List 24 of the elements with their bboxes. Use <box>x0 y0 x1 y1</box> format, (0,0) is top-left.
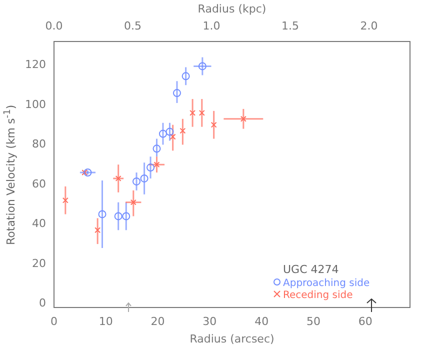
x2-axis-title: Radius (kpc) <box>198 2 266 16</box>
x-tick-label: 20 <box>150 315 165 328</box>
x-tick-label: 50 <box>306 315 320 328</box>
x2-tick-label: 1.5 <box>282 20 300 33</box>
y-tick-label: 40 <box>32 217 46 230</box>
x2-tick-label: 2.0 <box>360 20 378 33</box>
legend-title: UGC 4274 <box>283 263 340 276</box>
y-tick-label: 100 <box>24 98 46 111</box>
x-axis-title: Radius (arcsec) <box>190 332 274 346</box>
x-tick-label: 10 <box>98 315 113 328</box>
y-tick-label: 20 <box>32 256 46 270</box>
legend-label: Approaching side <box>283 278 370 289</box>
x-tick-label: 0 <box>50 315 58 328</box>
legend-label: Receding side <box>283 290 353 301</box>
x-tick-label: 40 <box>254 315 269 328</box>
x2-tick-label: 0.0 <box>45 20 63 33</box>
y-tick-label: 80 <box>32 138 46 151</box>
x-tick-label: 30 <box>202 315 217 328</box>
y-tick-label: 0 <box>38 296 46 310</box>
y-tick-label: 120 <box>24 58 46 72</box>
x2-tick-label: 0.5 <box>124 20 142 33</box>
y-tick-label: 60 <box>32 177 46 190</box>
x2-tick-label: 1.0 <box>202 20 220 33</box>
x-tick-label: 60 <box>358 315 372 328</box>
